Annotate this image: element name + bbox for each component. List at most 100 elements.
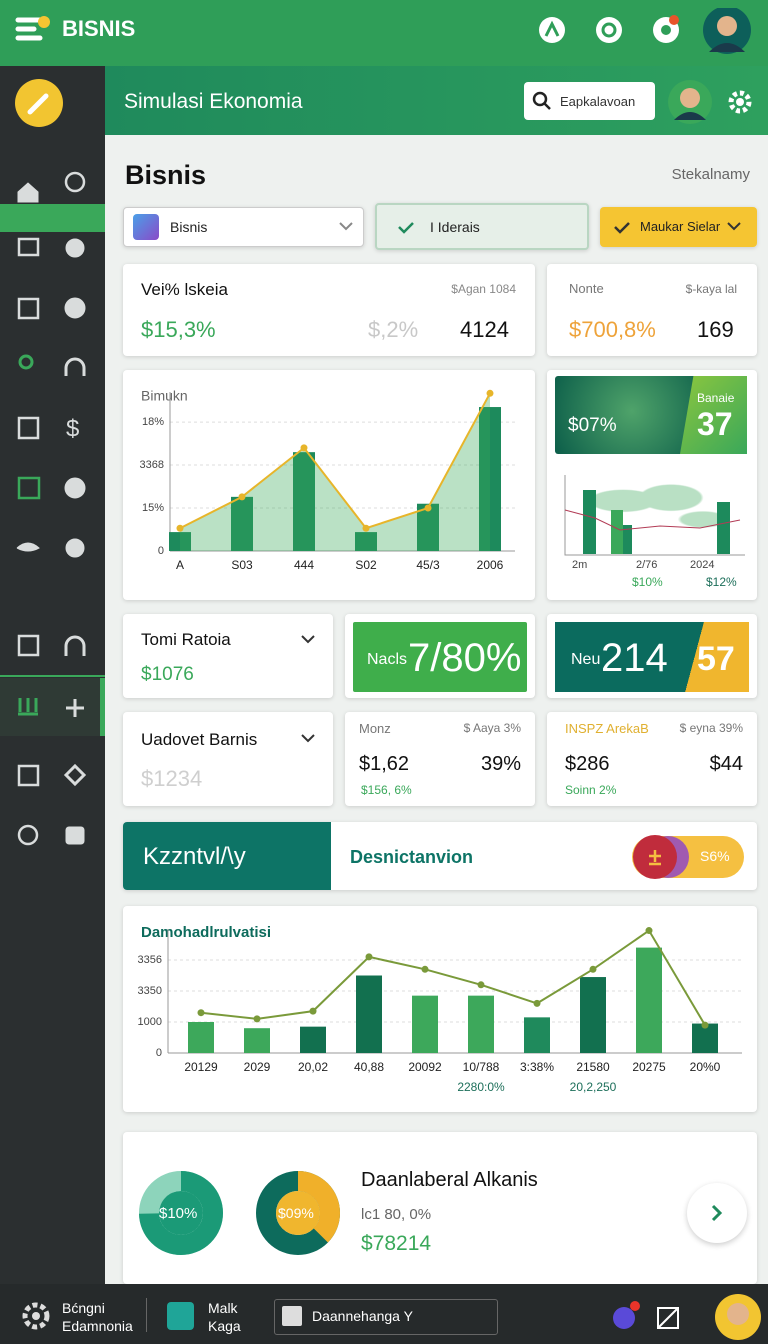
tile-value: $1076: [141, 664, 194, 685]
footer-field[interactable]: [274, 1299, 498, 1335]
bar: [580, 977, 606, 1053]
map-axis: 2024: [690, 559, 715, 571]
tile: [547, 712, 757, 806]
map-axis: 2/76: [636, 559, 658, 571]
bar: [356, 975, 382, 1053]
y-tick-label: 3350: [138, 985, 162, 997]
stat-note: $Agan 1084: [451, 282, 516, 296]
stat-card: [123, 264, 535, 356]
bag-icon[interactable]: [167, 1302, 194, 1330]
tile-value: 7/80%: [408, 636, 522, 680]
stat-count: 169: [697, 317, 734, 342]
search-icon: [532, 91, 551, 110]
line: [200, 929, 706, 1026]
y-tick-label: 3368: [140, 459, 164, 471]
x-tick-label: 2006: [477, 558, 504, 572]
next-button[interactable]: [687, 1183, 747, 1243]
top-icons[interactable]: [530, 8, 768, 58]
stat-note: $-kaya lal: [685, 282, 737, 296]
x-tick-label: 10/788: [463, 1060, 500, 1074]
page-subtitle: Stekalnamy: [671, 166, 750, 183]
bar: [300, 1026, 326, 1053]
map-count: 37: [697, 406, 733, 442]
y-tick-label: 1000: [138, 1016, 162, 1028]
tile-extra: 57: [697, 640, 735, 678]
stat-count: 4124: [460, 317, 509, 342]
summary-title: Daanlaberal Alkanis: [361, 1169, 538, 1191]
tile-value: $286: [565, 753, 610, 775]
tile[interactable]: [123, 614, 333, 698]
sidebar-icons[interactable]: $: [0, 66, 105, 866]
header: [105, 66, 768, 135]
tile-value: 214: [601, 636, 668, 680]
bar: [244, 1028, 270, 1053]
field-icon: [282, 1306, 302, 1326]
banner-tab-text: Kzzntvl/\y: [143, 843, 246, 870]
footer-icons[interactable]: [600, 1290, 768, 1344]
line-point: [424, 504, 432, 512]
line-point: [701, 1021, 709, 1029]
footer-field-text: Daannehanga Y: [312, 1308, 413, 1324]
x-tick-label: 21580: [576, 1060, 610, 1074]
y-tick-label: 3356: [138, 954, 162, 966]
svg-text:$: $: [66, 415, 79, 442]
map-axis: 2m: [572, 559, 588, 571]
tile-title: Tomi Ratoia: [141, 630, 231, 649]
x-tick-label: 444: [294, 558, 314, 572]
world-map: [575, 476, 735, 538]
bar: [412, 995, 438, 1053]
banner-label: Desnictanvion: [350, 847, 474, 867]
chart-card: [123, 370, 535, 600]
brand: BISNIS: [62, 16, 136, 41]
tile-value: $1234: [141, 766, 203, 791]
map-label: Banaie: [697, 391, 735, 405]
filter-icons: [339, 222, 741, 234]
map-foot: $12%: [706, 575, 737, 589]
line-point: [238, 493, 246, 501]
sidebar-active: [0, 204, 105, 232]
header-title: Simulasi Ekonomia: [124, 90, 303, 113]
line-point: [486, 389, 494, 397]
x-tick-label: 3:38%: [520, 1060, 554, 1074]
tile-title: Monz: [359, 721, 391, 736]
tile-side: 39%: [480, 753, 521, 775]
line-point: [365, 953, 373, 961]
tile-value: $1,62: [359, 753, 410, 775]
line-point: [197, 1009, 205, 1017]
stat-card: [547, 264, 757, 356]
x-tick-label: S03: [231, 558, 253, 572]
x-tick-label: 2029: [244, 1060, 271, 1074]
line-point: [253, 1015, 261, 1023]
tile[interactable]: [123, 712, 333, 806]
footer-text: Bćngni: [62, 1300, 105, 1316]
x-tick-label: 20129: [184, 1060, 218, 1074]
select-icon: [133, 214, 159, 240]
bar: [636, 947, 662, 1053]
donut-label: $10%: [159, 1205, 198, 1222]
x-tick-label: 20,02: [298, 1060, 328, 1074]
select[interactable]: [123, 207, 364, 247]
map-foot: $10%: [632, 575, 663, 589]
x-tick-label: 20%0: [690, 1060, 721, 1074]
stat-value: $700,8%: [569, 317, 656, 342]
tile-fill: [555, 622, 749, 692]
donuts: [139, 1171, 340, 1255]
y-tick-label: 18%: [142, 416, 164, 428]
tile-fill: [353, 622, 527, 692]
chart-title: Damohadlrulvatisi: [141, 924, 271, 941]
map-panel: [680, 376, 747, 454]
bar: [417, 503, 439, 551]
bar: [169, 532, 191, 551]
tile-label: Neu: [571, 651, 601, 668]
tile-note: $ eyna 39%: [679, 721, 743, 735]
tile-side: $44: [709, 753, 743, 775]
stat-secondary: $,2%: [368, 317, 419, 342]
gear-icon[interactable]: [18, 1298, 58, 1334]
stat-title: Vei% lskeia: [141, 280, 228, 299]
header-icons[interactable]: [666, 78, 766, 126]
pill-icon: [633, 835, 689, 879]
tile-title: Uadovet Barnis: [141, 730, 258, 749]
x-tick-label: 20092: [408, 1060, 442, 1074]
divider: [0, 675, 105, 677]
